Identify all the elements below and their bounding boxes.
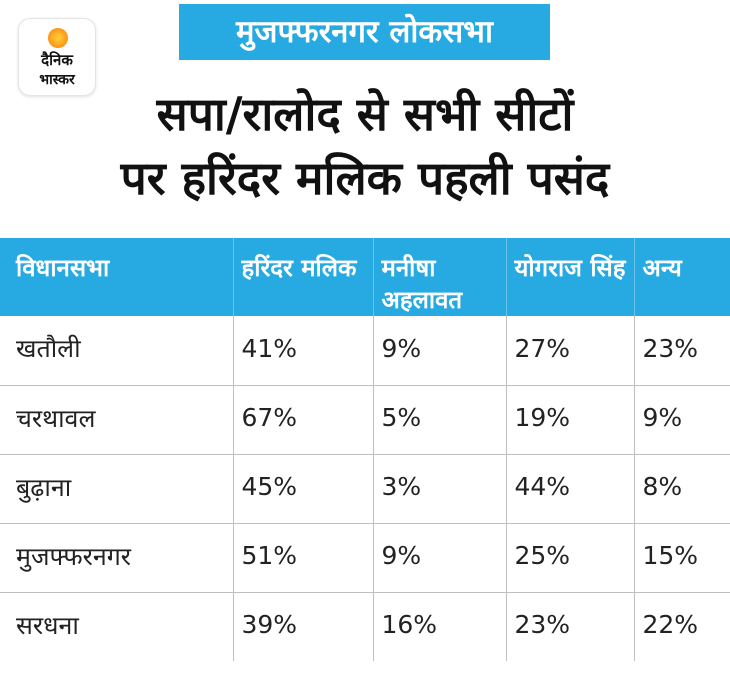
headline: सपा/रालोद से सभी सीटों पर हरिंदर मलिक पह… — [0, 82, 730, 210]
assembly-name: खतौली — [0, 316, 233, 386]
assembly-name: चरथावल — [0, 385, 233, 455]
table-cell: 67% — [232, 385, 373, 455]
assembly-name: सरधना — [16, 610, 79, 640]
table-cell: 45% — [232, 454, 373, 524]
logo-line2: भास्कर — [39, 72, 75, 88]
table-cell: 22% — [633, 592, 730, 661]
table-cell: 3% — [372, 454, 506, 524]
table-cell: 9% — [633, 385, 730, 455]
assembly-name: मुजफ्फरनगर — [0, 523, 233, 593]
table-cell: 5% — [372, 385, 506, 455]
table-cell: 25% — [505, 523, 634, 593]
table-row: बुढ़ाना 45% 3% 44% 8% — [0, 454, 730, 524]
table-cell: 15% — [633, 523, 730, 593]
assembly-name: बुढ़ाना — [0, 454, 233, 524]
table-row: मुजफ्फरनगर 51% 9% 25% 15% — [0, 523, 730, 593]
table-cell: 19% — [505, 385, 634, 455]
header-yograj-singh: योगराज सिंह — [505, 238, 634, 316]
headline-line2: पर हरिंदर मलिक पहली पसंद — [120, 151, 610, 205]
header-harinder-malik: हरिंदर मलिक — [232, 238, 373, 316]
table-cell: 39% — [232, 592, 373, 661]
table-row: चरथावल 67% 5% 19% 9% — [0, 385, 730, 455]
table-cell: 44% — [505, 454, 634, 524]
table-row: खतौली 41% 9% 27% 23% — [0, 316, 730, 386]
table-cell: 9% — [372, 316, 506, 386]
survey-table: विधानसभा हरिंदर मलिक मनीषा अहलावत योगराज… — [0, 238, 730, 661]
dainik-bhaskar-logo: दैनिक भास्कर — [18, 18, 96, 96]
table-cell: 51% — [232, 523, 373, 593]
headline-line1: सपा/रालोद से सभी सीटों — [156, 87, 574, 141]
header-others: अन्य — [633, 238, 730, 316]
table-cell: 23% — [505, 592, 634, 661]
header-assembly: विधानसभा — [0, 238, 233, 316]
table-cell: 8% — [633, 454, 730, 524]
logo-line1: दैनिक — [41, 51, 73, 69]
header-manisha-ahlawat: मनीषा अहलावत — [372, 238, 506, 316]
table-cell: 23% — [633, 316, 730, 386]
table-cell: 9% — [372, 523, 506, 593]
constituency-banner: मुजफ्फरनगर लोकसभा — [179, 4, 550, 60]
table-cell: 16% — [372, 592, 506, 661]
table-row: सरधना 39% 16% 23% 22% — [0, 592, 730, 661]
table-cell: 27% — [505, 316, 634, 386]
table-cell: 41% — [232, 316, 373, 386]
sun-icon — [48, 28, 68, 48]
table-header-row: विधानसभा हरिंदर मलिक मनीषा अहलावत योगराज… — [0, 238, 730, 316]
